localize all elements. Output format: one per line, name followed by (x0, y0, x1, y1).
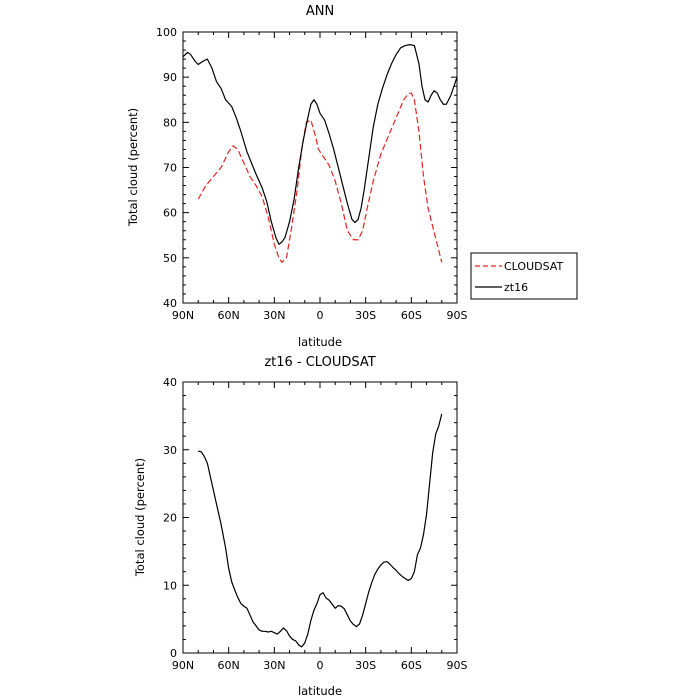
top-chart-series-group (182, 44, 458, 263)
bottom-chart-y-tick-label: 40 (163, 376, 177, 389)
bottom-chart-x-tick-label: 60N (218, 659, 240, 672)
top-chart-y-tick-label: 60 (163, 207, 177, 220)
top-chart-ticks: 90N 60N 30N 0 30S 60S 90S 40 50 60 70 80 90 100 (156, 26, 468, 322)
top-chart-y-tick-label: 70 (163, 162, 177, 175)
bottom-chart-x-tick-label: 30S (355, 659, 376, 672)
bottom-chart-x-tick-label: 30N (263, 659, 285, 672)
top-chart-panel: ANN 90N 60N 30N 0 30S 60S 90S 40 50 60 70 80 90 100 l… (126, 4, 468, 349)
bottom-chart-x-axis-label: latitude (298, 684, 342, 698)
top-chart-x-tick-label: 90S (447, 309, 468, 322)
legend-box (470, 252, 578, 300)
legend-label-cloudsat: CLOUDSAT (504, 260, 563, 273)
top-chart-title: ANN (306, 4, 334, 19)
bottom-chart-plot-frame (182, 381, 458, 654)
top-chart-y-axis-label: Total cloud (percent) (126, 108, 140, 227)
bottom-chart-panel: zt16 - CLOUDSAT 90N 60N 30N 0 30S 60S 90S 0 10 20… (133, 355, 468, 698)
bottom-chart-x-tick-label: 90S (447, 659, 468, 672)
bottom-chart-y-axis-label: Total cloud (percent) (133, 458, 147, 577)
top-chart-legend: CLOUDSAT zt16 (470, 252, 578, 300)
top-chart-plot-frame (182, 31, 458, 304)
top-chart-x-tick-label: 0 (317, 309, 324, 322)
top-chart-x-tick-label: 60N (218, 309, 240, 322)
bottom-chart-y-tick-label: 0 (170, 647, 177, 660)
top-chart-y-tick-label: 50 (163, 252, 177, 265)
bottom-chart-y-tick-label: 30 (163, 444, 177, 457)
bottom-chart-x-tick-label: 0 (317, 659, 324, 672)
top-chart-y-tick-label: 40 (163, 297, 177, 310)
bottom-chart-y-tick-label: 10 (163, 579, 177, 592)
bottom-chart-series-line-difference (198, 413, 443, 648)
bottom-chart-x-tick-label: 90N (172, 659, 194, 672)
top-chart-x-tick-label: 60S (401, 309, 422, 322)
top-chart-y-tick-label: 80 (163, 116, 177, 129)
legend-label-zt16: zt16 (504, 281, 528, 294)
top-chart-x-axis-label: latitude (298, 335, 342, 349)
top-chart-x-tick-label: 30N (263, 309, 285, 322)
bottom-chart-series-group (198, 413, 443, 648)
top-chart-x-tick-label: 90N (172, 309, 194, 322)
top-chart-y-tick-label: 100 (156, 26, 177, 39)
bottom-chart-y-tick-label: 20 (163, 512, 177, 525)
top-chart-series-line-zt16 (182, 44, 458, 245)
bottom-chart-ticks: 90N 60N 30N 0 30S 60S 90S 0 10 20 30 40 (163, 376, 468, 672)
top-chart-y-tick-label: 90 (163, 71, 177, 84)
top-chart-x-tick-label: 30S (355, 309, 376, 322)
top-chart-series-line-cloudsat (197, 92, 443, 263)
bottom-chart-title: zt16 - CLOUDSAT (264, 355, 375, 370)
bottom-chart-x-tick-label: 60S (401, 659, 422, 672)
